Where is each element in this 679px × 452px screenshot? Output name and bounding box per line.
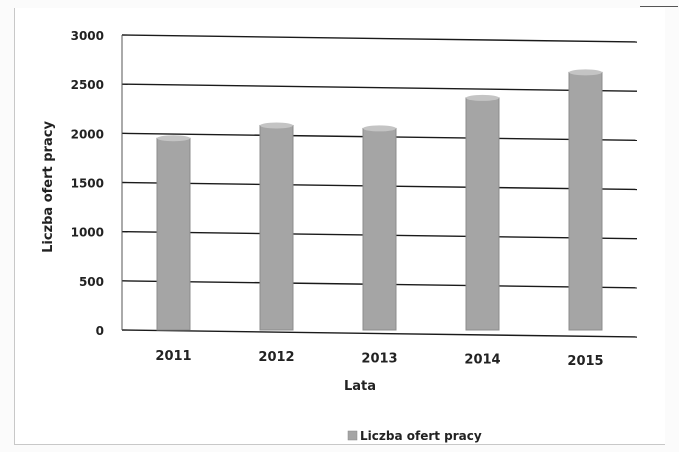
bar-top-2011 <box>157 135 190 142</box>
bars <box>156 69 603 331</box>
x-tick-labels: 2011 2012 2013 2014 2015 <box>155 349 603 369</box>
y-tick-label: 2000 <box>71 127 104 141</box>
y-axis-title: Liczba ofert pracy <box>41 121 56 253</box>
legend-swatch <box>347 430 358 441</box>
legend-label: Liczba ofert pracy <box>360 429 482 443</box>
bar-top-2015 <box>569 69 602 76</box>
y-tick-label: 500 <box>79 275 104 289</box>
x-axis-title: Lata <box>344 379 376 394</box>
gridline-0 <box>121 329 638 338</box>
bar-2013 <box>362 127 397 331</box>
bar-2012 <box>259 124 294 331</box>
y-tick-label: 1000 <box>71 226 104 240</box>
y-tick-label: 2500 <box>71 78 104 92</box>
x-tick-label: 2012 <box>258 350 294 365</box>
bar-top-2013 <box>363 125 396 132</box>
y-tick-label: 0 <box>96 324 104 338</box>
gridline-3000 <box>121 34 638 43</box>
y-tick-label: 3000 <box>71 29 104 43</box>
bar-2011 <box>156 137 191 331</box>
bar-top-2012 <box>260 122 293 129</box>
y-tick-labels: 0 500 1000 1500 2000 2500 3000 <box>71 29 104 338</box>
bar-top-2014 <box>466 94 499 101</box>
page-edge-line <box>640 6 678 7</box>
bar-2015 <box>568 71 603 331</box>
bar-2014 <box>465 97 500 331</box>
legend: Liczba ofert pracy <box>347 429 482 443</box>
gridline-2500 <box>121 83 638 92</box>
x-tick-label: 2011 <box>155 349 191 364</box>
x-tick-label: 2014 <box>464 353 500 368</box>
x-tick-label: 2015 <box>567 354 603 369</box>
x-tick-label: 2013 <box>361 351 397 366</box>
y-tick-label: 1500 <box>71 177 104 191</box>
